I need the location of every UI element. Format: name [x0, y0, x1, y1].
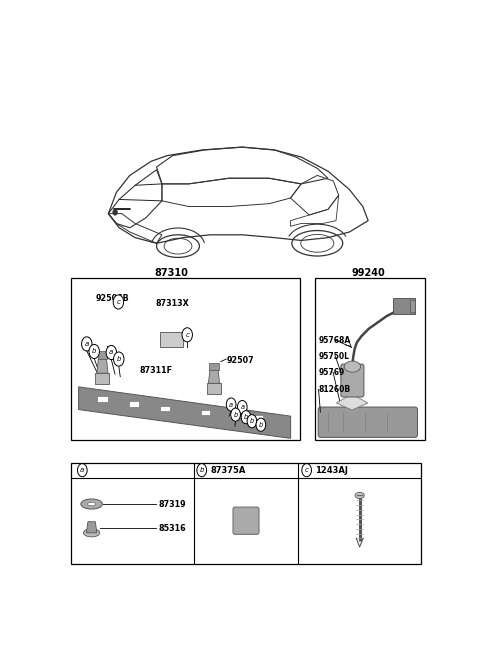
- Circle shape: [113, 295, 124, 309]
- Text: 99240: 99240: [352, 268, 385, 278]
- Circle shape: [256, 418, 266, 431]
- FancyBboxPatch shape: [233, 507, 259, 535]
- Ellipse shape: [81, 499, 102, 509]
- Bar: [160, 333, 183, 348]
- Text: 85316: 85316: [158, 523, 186, 533]
- Ellipse shape: [87, 502, 96, 506]
- Bar: [207, 383, 221, 394]
- Bar: [129, 401, 139, 407]
- Polygon shape: [86, 522, 97, 533]
- Circle shape: [226, 398, 236, 411]
- Bar: [393, 298, 415, 314]
- Text: b: b: [92, 348, 96, 354]
- Text: b: b: [259, 422, 263, 428]
- Polygon shape: [208, 370, 219, 383]
- Ellipse shape: [344, 361, 360, 372]
- Circle shape: [114, 352, 124, 366]
- Text: 87319: 87319: [158, 499, 186, 508]
- Circle shape: [106, 346, 117, 359]
- Text: 95750L: 95750L: [319, 352, 349, 361]
- Bar: [202, 410, 210, 415]
- Bar: [96, 373, 109, 384]
- Bar: [209, 363, 219, 370]
- Text: b: b: [250, 418, 254, 424]
- Circle shape: [302, 464, 312, 477]
- Text: 87311F: 87311F: [140, 366, 173, 375]
- FancyBboxPatch shape: [341, 364, 364, 397]
- Text: 1243AJ: 1243AJ: [315, 466, 348, 475]
- Text: 87310: 87310: [155, 268, 189, 278]
- Text: b: b: [244, 414, 248, 420]
- Bar: [315, 278, 425, 440]
- Text: 87375A: 87375A: [210, 466, 246, 475]
- Bar: [71, 278, 300, 440]
- Circle shape: [113, 209, 117, 215]
- Polygon shape: [97, 359, 108, 373]
- Bar: [255, 415, 264, 419]
- Text: 81260B: 81260B: [319, 385, 351, 394]
- Text: b: b: [117, 356, 121, 362]
- Circle shape: [247, 415, 257, 428]
- Text: 95768A: 95768A: [319, 336, 351, 345]
- Bar: [229, 413, 238, 417]
- Bar: [71, 462, 421, 564]
- FancyBboxPatch shape: [318, 407, 418, 438]
- Text: a: a: [80, 467, 84, 473]
- Text: 87313X: 87313X: [156, 299, 190, 308]
- Circle shape: [197, 464, 206, 477]
- Circle shape: [82, 337, 92, 351]
- Circle shape: [182, 328, 192, 342]
- Text: a: a: [84, 341, 89, 347]
- Text: b: b: [200, 467, 204, 473]
- Bar: [97, 352, 107, 359]
- Polygon shape: [336, 394, 368, 410]
- Text: c: c: [305, 467, 309, 473]
- Text: a: a: [229, 401, 233, 407]
- Text: 95769: 95769: [319, 368, 345, 377]
- Text: 92506B: 92506B: [96, 294, 129, 303]
- Ellipse shape: [84, 529, 100, 537]
- Text: a: a: [109, 350, 113, 356]
- Text: 92507: 92507: [227, 356, 254, 365]
- Circle shape: [89, 344, 99, 359]
- Circle shape: [238, 400, 247, 414]
- Circle shape: [231, 408, 240, 421]
- Text: a: a: [240, 404, 244, 410]
- Bar: [410, 300, 415, 312]
- Bar: [160, 406, 170, 411]
- Polygon shape: [79, 387, 290, 438]
- Text: c: c: [117, 299, 120, 305]
- Ellipse shape: [355, 493, 364, 499]
- Circle shape: [77, 464, 87, 477]
- Circle shape: [241, 411, 251, 424]
- Text: b: b: [233, 411, 238, 418]
- Text: c: c: [185, 332, 189, 338]
- Bar: [97, 396, 108, 402]
